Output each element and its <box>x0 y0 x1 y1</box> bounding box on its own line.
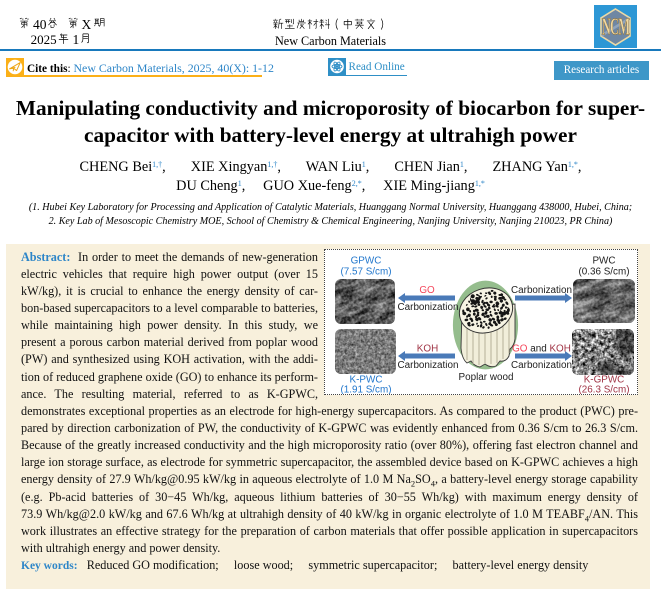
svg-text:2025: 2025 <box>31 32 57 47</box>
svg-text:(7.57 S/cm): (7.57 S/cm) <box>340 267 391 278</box>
svg-text:GPWC: GPWC <box>351 256 382 267</box>
svg-text:GO and KOH: GO and KOH <box>512 344 571 355</box>
svg-text:K-PWC: K-PWC <box>350 375 383 386</box>
svg-text:KOH: KOH <box>417 344 438 355</box>
svg-text:X: X <box>82 17 92 32</box>
svg-text:Carbonization: Carbonization <box>511 360 572 371</box>
svg-text:GO: GO <box>419 285 435 296</box>
svg-text:Carbonization: Carbonization <box>398 302 459 313</box>
svg-text:Carbonization: Carbonization <box>511 285 572 296</box>
svg-text:NCM: NCM <box>602 14 630 40</box>
svg-text:1: 1 <box>73 32 80 47</box>
svg-text:Poplar wood: Poplar wood <box>459 372 514 383</box>
svg-text:40: 40 <box>33 17 47 32</box>
svg-text:(0.36 S/cm): (0.36 S/cm) <box>578 267 629 278</box>
svg-text:Carbonization: Carbonization <box>398 360 459 371</box>
svg-text:PWC: PWC <box>592 256 615 267</box>
svg-text:(1.91 S/cm): (1.91 S/cm) <box>340 385 391 395</box>
svg-text:(26.3 S/cm): (26.3 S/cm) <box>578 385 629 395</box>
svg-text:K-GPWC: K-GPWC <box>584 375 625 386</box>
